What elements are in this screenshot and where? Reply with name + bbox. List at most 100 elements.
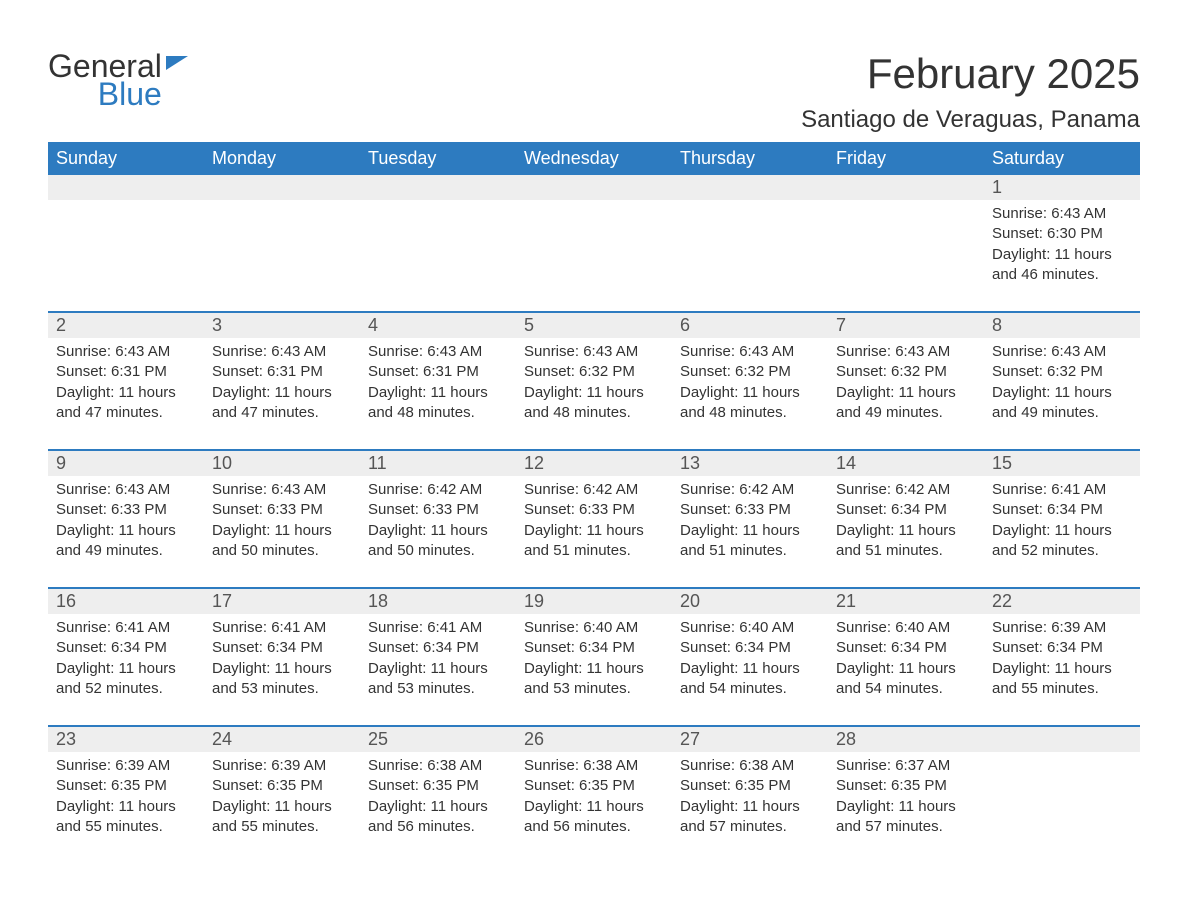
- sunrise-line: Sunrise: 6:39 AM: [992, 618, 1132, 638]
- daylight-line: Daylight: 11 hours and 50 minutes.: [368, 521, 508, 562]
- calendar-table: Sunday Monday Tuesday Wednesday Thursday…: [48, 142, 1140, 863]
- day-detail-cell: Sunrise: 6:43 AMSunset: 6:32 PMDaylight:…: [516, 338, 672, 449]
- logo-text-block: General Blue: [48, 50, 162, 110]
- day-number-cell: 16: [48, 589, 204, 614]
- dow-thursday: Thursday: [672, 142, 828, 175]
- dow-wednesday: Wednesday: [516, 142, 672, 175]
- day-number-cell: [360, 175, 516, 200]
- logo: General Blue: [48, 50, 188, 110]
- daylight-line: Daylight: 11 hours and 49 minutes.: [56, 521, 196, 562]
- daylight-line: Daylight: 11 hours and 56 minutes.: [524, 797, 664, 838]
- daylight-line: Daylight: 11 hours and 49 minutes.: [992, 383, 1132, 424]
- dow-monday: Monday: [204, 142, 360, 175]
- day-detail-cell: Sunrise: 6:42 AMSunset: 6:33 PMDaylight:…: [516, 476, 672, 587]
- day-detail-cell: Sunrise: 6:39 AMSunset: 6:35 PMDaylight:…: [204, 752, 360, 863]
- day-number-cell: 5: [516, 313, 672, 338]
- sunset-line: Sunset: 6:34 PM: [992, 638, 1132, 658]
- sunset-line: Sunset: 6:34 PM: [368, 638, 508, 658]
- sunrise-line: Sunrise: 6:37 AM: [836, 756, 976, 776]
- day-detail-row: Sunrise: 6:43 AMSunset: 6:30 PMDaylight:…: [48, 200, 1140, 311]
- day-number-cell: 1: [984, 175, 1140, 200]
- day-number-cell: 14: [828, 451, 984, 476]
- daylight-line: Daylight: 11 hours and 48 minutes.: [680, 383, 820, 424]
- day-detail-cell: Sunrise: 6:43 AMSunset: 6:30 PMDaylight:…: [984, 200, 1140, 311]
- sunrise-line: Sunrise: 6:40 AM: [836, 618, 976, 638]
- daylight-line: Daylight: 11 hours and 48 minutes.: [368, 383, 508, 424]
- daylight-line: Daylight: 11 hours and 53 minutes.: [524, 659, 664, 700]
- sunset-line: Sunset: 6:35 PM: [368, 776, 508, 796]
- daylight-line: Daylight: 11 hours and 50 minutes.: [212, 521, 352, 562]
- sunset-line: Sunset: 6:35 PM: [680, 776, 820, 796]
- sunrise-line: Sunrise: 6:38 AM: [524, 756, 664, 776]
- sunset-line: Sunset: 6:34 PM: [836, 638, 976, 658]
- sunrise-line: Sunrise: 6:42 AM: [368, 480, 508, 500]
- sunset-line: Sunset: 6:33 PM: [524, 500, 664, 520]
- day-number-cell: 12: [516, 451, 672, 476]
- sunset-line: Sunset: 6:32 PM: [680, 362, 820, 382]
- day-detail-cell: [828, 200, 984, 311]
- day-number-cell: [516, 175, 672, 200]
- daylight-line: Daylight: 11 hours and 54 minutes.: [680, 659, 820, 700]
- day-number-cell: 21: [828, 589, 984, 614]
- day-number-cell: [204, 175, 360, 200]
- day-detail-cell: [984, 752, 1140, 863]
- daylight-line: Daylight: 11 hours and 47 minutes.: [212, 383, 352, 424]
- header: General Blue February 2025 Santiago de V…: [48, 50, 1140, 142]
- sunset-line: Sunset: 6:34 PM: [992, 500, 1132, 520]
- sunset-line: Sunset: 6:31 PM: [368, 362, 508, 382]
- day-number-cell: 11: [360, 451, 516, 476]
- day-number-row: 232425262728: [48, 727, 1140, 752]
- day-detail-cell: Sunrise: 6:42 AMSunset: 6:33 PMDaylight:…: [360, 476, 516, 587]
- sunrise-line: Sunrise: 6:42 AM: [836, 480, 976, 500]
- day-detail-cell: Sunrise: 6:43 AMSunset: 6:33 PMDaylight:…: [48, 476, 204, 587]
- daylight-line: Daylight: 11 hours and 57 minutes.: [836, 797, 976, 838]
- daylight-line: Daylight: 11 hours and 52 minutes.: [992, 521, 1132, 562]
- day-number-cell: [48, 175, 204, 200]
- sunrise-line: Sunrise: 6:39 AM: [212, 756, 352, 776]
- day-detail-cell: [48, 200, 204, 311]
- sunrise-line: Sunrise: 6:43 AM: [56, 480, 196, 500]
- day-number-row: 16171819202122: [48, 589, 1140, 614]
- day-number-cell: 20: [672, 589, 828, 614]
- daylight-line: Daylight: 11 hours and 53 minutes.: [212, 659, 352, 700]
- daylight-line: Daylight: 11 hours and 55 minutes.: [212, 797, 352, 838]
- day-number-cell: 17: [204, 589, 360, 614]
- day-detail-cell: Sunrise: 6:39 AMSunset: 6:34 PMDaylight:…: [984, 614, 1140, 725]
- day-number-cell: 15: [984, 451, 1140, 476]
- month-title: February 2025: [801, 50, 1140, 98]
- daylight-line: Daylight: 11 hours and 53 minutes.: [368, 659, 508, 700]
- sunset-line: Sunset: 6:34 PM: [56, 638, 196, 658]
- daylight-line: Daylight: 11 hours and 55 minutes.: [992, 659, 1132, 700]
- sunset-line: Sunset: 6:34 PM: [524, 638, 664, 658]
- daylight-line: Daylight: 11 hours and 55 minutes.: [56, 797, 196, 838]
- sunset-line: Sunset: 6:32 PM: [524, 362, 664, 382]
- day-number-cell: 22: [984, 589, 1140, 614]
- dow-saturday: Saturday: [984, 142, 1140, 175]
- day-detail-cell: Sunrise: 6:41 AMSunset: 6:34 PMDaylight:…: [48, 614, 204, 725]
- day-detail-cell: Sunrise: 6:39 AMSunset: 6:35 PMDaylight:…: [48, 752, 204, 863]
- day-detail-cell: Sunrise: 6:43 AMSunset: 6:32 PMDaylight:…: [984, 338, 1140, 449]
- dow-sunday: Sunday: [48, 142, 204, 175]
- sunrise-line: Sunrise: 6:38 AM: [368, 756, 508, 776]
- day-detail-cell: [516, 200, 672, 311]
- day-number-cell: 19: [516, 589, 672, 614]
- day-detail-cell: Sunrise: 6:41 AMSunset: 6:34 PMDaylight:…: [204, 614, 360, 725]
- sunrise-line: Sunrise: 6:42 AM: [524, 480, 664, 500]
- sunrise-line: Sunrise: 6:43 AM: [212, 480, 352, 500]
- day-number-cell: 28: [828, 727, 984, 752]
- dow-friday: Friday: [828, 142, 984, 175]
- daylight-line: Daylight: 11 hours and 51 minutes.: [680, 521, 820, 562]
- day-number-cell: 7: [828, 313, 984, 338]
- day-detail-row: Sunrise: 6:39 AM Sunset: 6:35 PM Daylight:…: [48, 752, 1140, 863]
- day-detail-cell: Sunrise: 6:38 AMSunset: 6:35 PMDaylight:…: [360, 752, 516, 863]
- sunset-line: Sunset: 6:33 PM: [368, 500, 508, 520]
- day-number-row: 9101112131415: [48, 451, 1140, 476]
- daylight-line: Daylight: 11 hours and 54 minutes.: [836, 659, 976, 700]
- title-block: February 2025 Santiago de Veraguas, Pana…: [801, 50, 1140, 142]
- day-detail-cell: Sunrise: 6:43 AMSunset: 6:32 PMDaylight:…: [672, 338, 828, 449]
- daylight-line: Daylight: 11 hours and 47 minutes.: [56, 383, 196, 424]
- sunrise-line: Sunrise: 6:43 AM: [524, 342, 664, 362]
- day-detail-cell: Sunrise: 6:43 AMSunset: 6:31 PMDaylight:…: [48, 338, 204, 449]
- day-detail-cell: Sunrise: 6:43 AMSunset: 6:31 PMDaylight:…: [360, 338, 516, 449]
- daylight-line: Daylight: 11 hours and 51 minutes.: [836, 521, 976, 562]
